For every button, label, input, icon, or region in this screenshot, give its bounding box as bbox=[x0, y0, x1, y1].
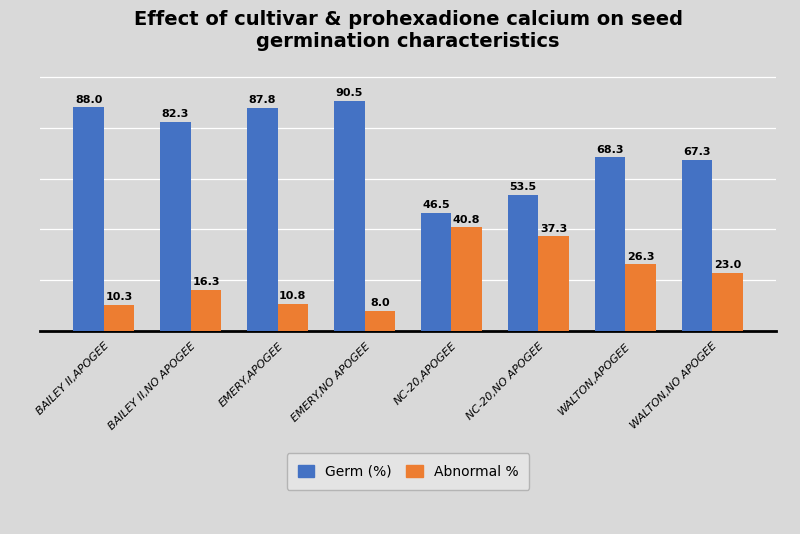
Title: Effect of cultivar & prohexadione calcium on seed
germination characteristics: Effect of cultivar & prohexadione calciu… bbox=[134, 11, 682, 51]
Text: 68.3: 68.3 bbox=[596, 145, 624, 155]
Text: 88.0: 88.0 bbox=[75, 95, 102, 105]
Text: 90.5: 90.5 bbox=[336, 89, 363, 98]
Text: 10.8: 10.8 bbox=[279, 291, 306, 301]
Text: 87.8: 87.8 bbox=[249, 95, 276, 105]
Bar bbox=[74, 107, 104, 331]
Bar bbox=[712, 272, 742, 331]
Bar bbox=[682, 160, 712, 331]
Bar bbox=[247, 108, 278, 331]
Bar bbox=[451, 227, 482, 331]
Text: 23.0: 23.0 bbox=[714, 260, 741, 270]
Legend: Germ (%), Abnormal %: Germ (%), Abnormal % bbox=[286, 453, 530, 490]
Bar bbox=[508, 195, 538, 331]
Text: 40.8: 40.8 bbox=[453, 215, 481, 225]
Bar bbox=[190, 289, 221, 331]
Bar bbox=[278, 304, 308, 331]
Text: 8.0: 8.0 bbox=[370, 298, 390, 308]
Bar bbox=[334, 101, 365, 331]
Text: 53.5: 53.5 bbox=[510, 183, 537, 192]
Bar bbox=[626, 264, 656, 331]
Bar bbox=[160, 122, 190, 331]
Text: 82.3: 82.3 bbox=[162, 109, 190, 119]
Bar bbox=[421, 213, 451, 331]
Text: 67.3: 67.3 bbox=[683, 147, 710, 158]
Bar bbox=[538, 236, 569, 331]
Text: 46.5: 46.5 bbox=[422, 200, 450, 210]
Bar bbox=[104, 305, 134, 331]
Text: 37.3: 37.3 bbox=[540, 224, 567, 234]
Text: 10.3: 10.3 bbox=[106, 292, 133, 302]
Bar bbox=[595, 158, 626, 331]
Text: 26.3: 26.3 bbox=[626, 252, 654, 262]
Text: 16.3: 16.3 bbox=[192, 277, 220, 287]
Bar bbox=[365, 311, 395, 331]
